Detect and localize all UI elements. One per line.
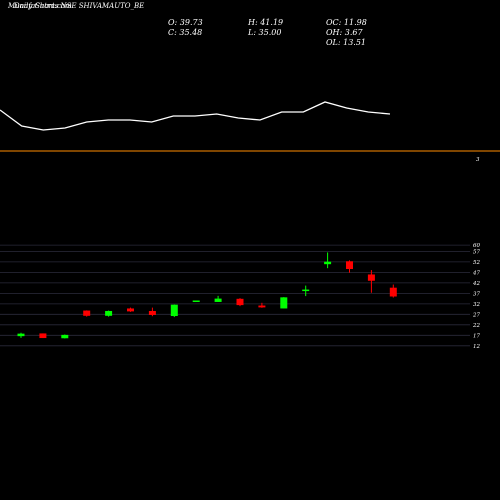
y-tick-label: 37 xyxy=(473,291,480,297)
y-tick-label: 57 xyxy=(473,249,480,255)
candle-body xyxy=(236,298,244,306)
candle xyxy=(127,307,134,312)
stat-ol: OL: 13.51 xyxy=(326,38,367,47)
chart-source: MunafaSutra.com xyxy=(8,2,72,10)
candle xyxy=(148,307,156,317)
candle xyxy=(236,298,244,307)
candle xyxy=(367,270,375,293)
y-tick-label: 22 xyxy=(472,323,480,329)
moving-average-line xyxy=(0,101,391,131)
volume-axis-label: 3 xyxy=(476,157,480,163)
candle xyxy=(280,297,288,309)
candle-body xyxy=(61,334,69,339)
candle xyxy=(346,260,353,273)
candle xyxy=(389,284,397,298)
candle-body xyxy=(192,300,200,302)
candle-body xyxy=(105,310,113,316)
y-tick-label: 52 xyxy=(473,260,480,266)
y-tick-label: 27 xyxy=(472,312,480,318)
y-tick-label: 42 xyxy=(472,281,480,287)
candle-body xyxy=(346,261,353,270)
candle xyxy=(302,285,310,297)
candle xyxy=(61,334,69,339)
candle-body xyxy=(39,333,47,339)
candle-body xyxy=(367,274,375,281)
candle xyxy=(17,332,25,338)
candle-body xyxy=(324,261,332,265)
stat-open: O: 39.73 xyxy=(168,18,203,27)
candle-body xyxy=(170,304,178,317)
y-tick-label: 32 xyxy=(473,302,480,308)
candle xyxy=(192,300,200,302)
candle-body xyxy=(280,297,288,309)
y-tick-label: 60 xyxy=(473,243,480,249)
candle-body xyxy=(389,287,397,297)
y-tick-label: 47 xyxy=(472,270,480,276)
candle-body xyxy=(148,310,156,315)
candle-body xyxy=(127,308,134,312)
candle xyxy=(170,304,178,318)
stat-close: C: 35.48 xyxy=(168,28,203,37)
candle xyxy=(258,302,266,308)
candle xyxy=(105,310,113,317)
stat-oh: OH: 3.67 xyxy=(326,28,363,37)
stat-low: L: 35.00 xyxy=(248,28,282,37)
candle-body xyxy=(83,310,91,316)
y-tick-label: 17 xyxy=(473,333,480,339)
candle xyxy=(324,252,332,269)
candle-body xyxy=(302,289,310,292)
candle xyxy=(83,310,91,317)
stat-oc: OC: 11.98 xyxy=(326,18,367,27)
candle-body xyxy=(214,298,222,302)
candle xyxy=(39,333,47,339)
candle xyxy=(214,295,222,302)
candle-body xyxy=(17,333,25,337)
chart-symbol-title: Daily Charts NSE SHIVAMAUTO_BE xyxy=(14,2,145,10)
stat-high: H: 41.19 xyxy=(248,18,284,27)
y-tick-label: 12 xyxy=(473,344,480,350)
candle-body xyxy=(258,305,266,308)
